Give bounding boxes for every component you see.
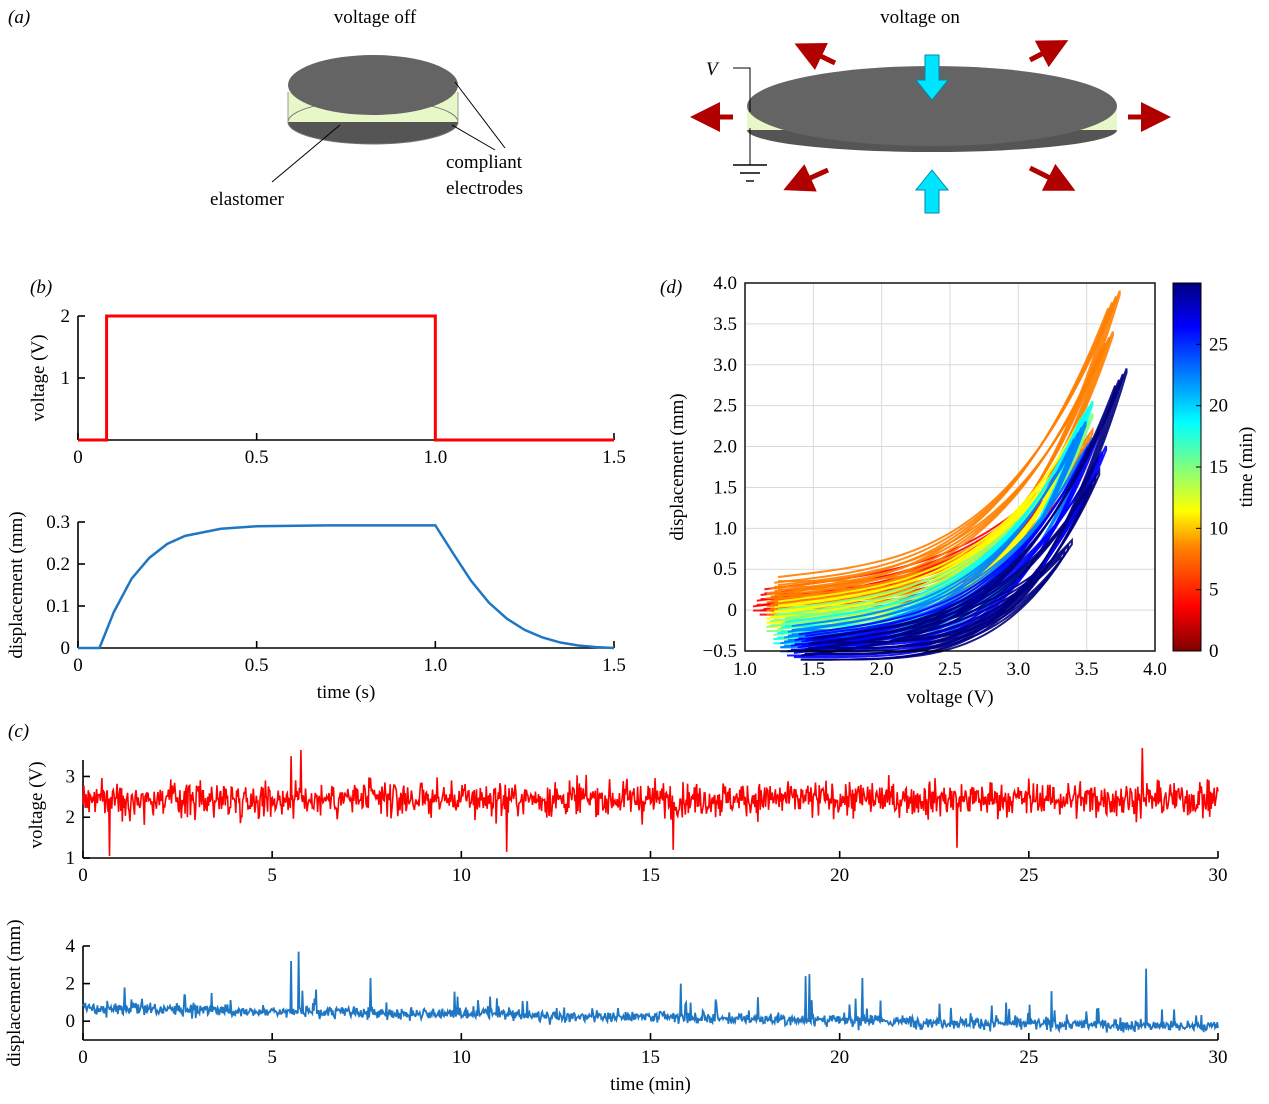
y-tick-label: 1.5	[713, 477, 737, 498]
top-electrode	[288, 55, 458, 115]
y-tick-label: 3	[66, 766, 76, 787]
y-axis-label: displacement (mm)	[4, 919, 25, 1066]
x-tick-label: 25	[1019, 865, 1038, 886]
x-tick-label: 0.5	[245, 655, 269, 676]
hysteresis-loops	[752, 290, 1128, 661]
x-tick-label: 30	[1209, 865, 1228, 886]
x-axis-label: time (min)	[610, 1074, 691, 1095]
x-tick-label: 0	[73, 655, 83, 676]
y-tick-label: 2.0	[713, 437, 737, 458]
y-tick-label: 0.2	[46, 554, 70, 575]
y-tick-label: 0	[728, 600, 738, 621]
x-tick-label: 25	[1019, 1047, 1038, 1068]
x-tick-label: 1.0	[733, 659, 757, 680]
voltage-symbol: V	[706, 59, 720, 80]
y-tick-label: 1.0	[713, 518, 737, 539]
hysteresis-plot: 1.0 1.5 2.0 2.5 3.0 3.5 4.0 −0.5 0 0.5 1.0 1.5 2.0 2.…	[667, 273, 1257, 708]
x-tick-label: 5	[267, 865, 277, 886]
compression-arrow-top	[914, 54, 950, 101]
displacement-step-curve	[78, 524, 615, 650]
y-tick-label: 3.5	[713, 314, 737, 335]
x-tick-label: 30	[1209, 1047, 1228, 1068]
x-tick-label: 3.0	[1006, 659, 1030, 680]
panel-label-b: (b)	[30, 277, 52, 298]
actuator-off-diagram	[271, 55, 506, 183]
x-tick-label: 4.0	[1143, 659, 1167, 680]
compression-arrow-bottom	[914, 169, 950, 214]
voltage-timeseries-plot: 0 5 10 15 20 25 30 1 2 3 voltage (V)	[26, 747, 1228, 886]
x-tick-label: 15	[641, 1047, 660, 1068]
x-tick-label: 2.0	[870, 659, 894, 680]
panel-label-a: (a)	[8, 7, 30, 28]
hysteresis-loop-16	[815, 543, 1070, 650]
x-tick-label: 1.5	[602, 655, 626, 676]
y-tick-label: 2	[66, 807, 76, 828]
colorbar-tick-label: 10	[1209, 518, 1228, 539]
y-tick-label: 1	[61, 368, 71, 389]
colorbar-tick-label: 15	[1209, 457, 1228, 478]
x-tick-label: 2.5	[938, 659, 962, 680]
electrodes-label-line1: compliant	[446, 152, 523, 173]
voltage-timeseries-line	[82, 747, 1219, 857]
colorbar-tick-label: 20	[1209, 396, 1228, 417]
y-tick-label: −0.5	[703, 641, 737, 662]
y-axis-label: displacement (mm)	[667, 393, 688, 540]
voltage-step-line	[78, 314, 614, 442]
y-axis-label: voltage (V)	[28, 334, 49, 421]
colorbar-label: time (min)	[1236, 427, 1257, 508]
y-axis-label: voltage (V)	[26, 761, 47, 848]
x-axis-label: time (s)	[317, 682, 376, 703]
elastomer-label: elastomer	[210, 189, 285, 210]
y-tick-label: 2	[61, 306, 71, 327]
x-tick-label: 20	[830, 1047, 849, 1068]
y-tick-label: 4	[66, 936, 76, 957]
x-tick-label: 5	[267, 1047, 277, 1068]
y-tick-label: 1	[66, 848, 76, 869]
x-tick-label: 1.0	[423, 447, 447, 468]
y-tick-label: 0.3	[46, 512, 70, 533]
hysteresis-loop-2	[777, 290, 1121, 583]
voltage-off-title: voltage off	[334, 7, 417, 28]
electrodes-label-line2: electrodes	[446, 178, 523, 199]
y-tick-label: 4.0	[713, 273, 737, 294]
x-tick-label: 10	[452, 865, 471, 886]
x-tick-label: 1.5	[801, 659, 825, 680]
x-tick-label: 20	[830, 865, 849, 886]
y-tick-label: 2	[66, 974, 76, 995]
y-tick-label: 0	[61, 638, 71, 659]
x-tick-label: 10	[452, 1047, 471, 1068]
y-tick-label: 2.5	[713, 396, 737, 417]
x-axis-label: voltage (V)	[906, 687, 993, 708]
panel-label-c: (c)	[8, 721, 29, 742]
displacement-timeseries-plot: 0 5 10 15 20 25 30 0 2 4 time (min) displacement (m…	[4, 919, 1228, 1095]
x-tick-label: 0	[78, 1047, 88, 1068]
x-tick-label: 0	[78, 865, 88, 886]
y-tick-label: 0	[66, 1011, 76, 1032]
colorbar-tick-label: 0	[1209, 641, 1219, 662]
hysteresis-loop-16	[818, 537, 1073, 644]
y-tick-label: 0.5	[713, 559, 737, 580]
x-tick-label: 15	[641, 865, 660, 886]
displacement-timeseries-line	[82, 951, 1219, 1034]
panel-a: (a) voltage off voltage on elastomer com…	[8, 7, 1171, 214]
displacement-step-plot: 0 0.5 1.0 1.5 0 0.1 0.2 0.3 time (s) displacement…	[6, 511, 626, 703]
plot-frame	[744, 282, 1156, 652]
y-tick-label: 3.0	[713, 355, 737, 376]
y-tick-label: 0.1	[46, 596, 70, 617]
colorbar-tick-label: 5	[1209, 580, 1219, 601]
stretched-electrode	[747, 66, 1117, 146]
y-axis-label: displacement (mm)	[6, 511, 27, 658]
radial-expansion-arrows	[690, 40, 1171, 192]
colorbar-tick-label: 25	[1209, 334, 1228, 355]
panel-label-d: (d)	[660, 277, 682, 298]
actuator-on-diagram	[690, 40, 1171, 214]
x-tick-label: 3.5	[1075, 659, 1099, 680]
x-tick-label: 1.5	[602, 447, 626, 468]
voltage-step-plot: 0 0.5 1.0 1.5 1 2 voltage (V)	[28, 306, 626, 468]
voltage-on-title: voltage on	[880, 7, 960, 28]
x-tick-label: 0	[73, 447, 83, 468]
x-tick-label: 0.5	[245, 447, 269, 468]
x-tick-label: 1.0	[423, 655, 447, 676]
